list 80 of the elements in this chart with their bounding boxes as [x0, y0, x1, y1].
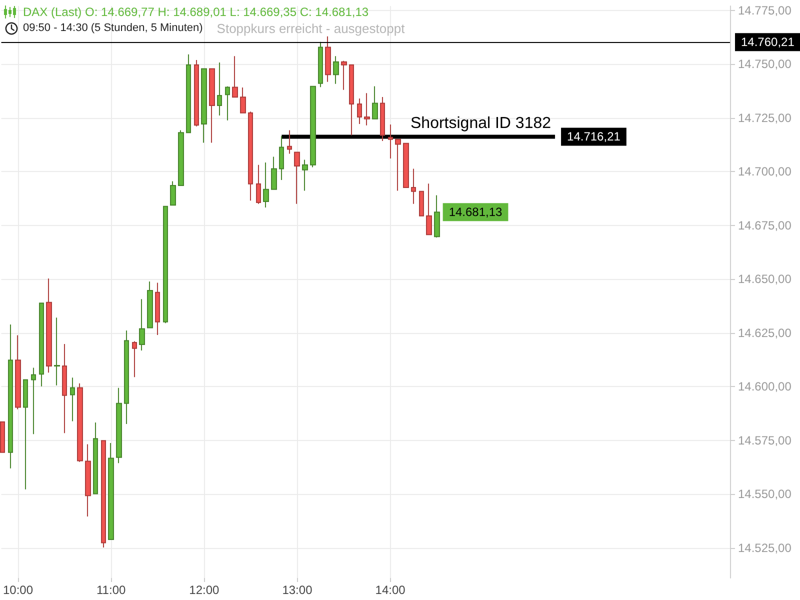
- chart-title: DAX (Last) O: 14.669,77 H: 14.689,01 L: 14.669,35 C: 14.681,13: [23, 5, 369, 19]
- candlestick: [116, 387, 122, 464]
- candlestick: [194, 59, 199, 127]
- candlestick: [310, 86, 316, 168]
- y-tick-label: 14.575,00: [738, 433, 792, 448]
- x-tick-label: 12:00: [189, 583, 220, 597]
- y-tick-label: 14.600,00: [738, 380, 792, 394]
- candlestick: [333, 56, 339, 84]
- y-tick-label: 14.725,00: [738, 110, 792, 125]
- candlestick: [302, 159, 308, 192]
- candlestick: [372, 86, 378, 120]
- candlestick: [294, 152, 300, 204]
- candlestick: [217, 62, 222, 116]
- candlestick: [186, 54, 191, 134]
- candlestick: [132, 340, 137, 378]
- y-tick-label: 14.775,00: [738, 3, 792, 18]
- ref-line-label: 14.760,21: [741, 35, 795, 50]
- candlestick: [271, 156, 277, 190]
- annotation: 14.681,13: [448, 205, 503, 220]
- candlestick: [147, 280, 153, 328]
- y-tick-label: 14.525,00: [738, 540, 792, 555]
- candlestick: [380, 96, 385, 142]
- candlestick: [209, 68, 215, 144]
- candlestick: [403, 142, 409, 188]
- candlestick: [139, 298, 145, 351]
- candlestick: [31, 367, 36, 435]
- candlestick: [77, 382, 83, 462]
- text: 09:50 - 14:30 (5 Stunden, 5 Minuten): [23, 22, 203, 34]
- candlestick: [318, 41, 323, 88]
- candlestick: [357, 98, 362, 125]
- candlestick: [287, 130, 292, 154]
- candlestick: [240, 87, 246, 114]
- candlestick: [155, 282, 160, 336]
- candlestick: [225, 86, 230, 121]
- x-tick-label: 10:00: [3, 583, 34, 597]
- candlestick: [411, 168, 416, 204]
- candlestick: [170, 180, 176, 206]
- candlestick: [46, 278, 52, 374]
- candlestick: [108, 442, 114, 540]
- candlestick: [124, 330, 129, 425]
- candlestick: [279, 136, 284, 180]
- x-tick-label: 11:00: [96, 583, 126, 597]
- candlestick: [248, 111, 253, 202]
- candlestick: [232, 56, 238, 98]
- annotation: 14.716,21: [567, 130, 621, 144]
- candlestick: [419, 190, 424, 216]
- candlestick: [62, 344, 67, 434]
- candlestick: [256, 164, 261, 204]
- candlestick: [23, 379, 28, 490]
- candlestick: [325, 36, 331, 82]
- y-tick-label: 14.625,00: [738, 326, 792, 340]
- candlestick: [263, 162, 269, 208]
- candlestick: [85, 444, 91, 517]
- candlestick: [364, 92, 370, 126]
- candlestick: [70, 377, 75, 422]
- y-tick-label: 14.700,00: [738, 164, 792, 179]
- candlestick: [15, 334, 21, 410]
- annotation: Stoppkurs erreicht - ausgestoppt: [216, 20, 405, 36]
- candlestick: [101, 440, 106, 548]
- candlestick: [8, 324, 13, 469]
- x-tick-label: 14:00: [375, 583, 406, 597]
- y-tick-label: 14.650,00: [738, 272, 792, 286]
- y-tick-label: 14.675,00: [738, 218, 792, 232]
- candlestick: [201, 68, 207, 144]
- candlestick: [426, 183, 432, 236]
- candlestick: [434, 194, 440, 238]
- candlestick: [54, 317, 60, 386]
- x-tick-label: 13:00: [282, 583, 313, 597]
- candlestick: [395, 138, 401, 192]
- candlestick: [349, 64, 354, 136]
- candlestick: [93, 422, 98, 494]
- candlestick: [39, 302, 44, 387]
- series-label: Shortsignal ID 3182: [410, 115, 552, 132]
- candlestick: [178, 130, 184, 186]
- y-tick-label: 14.750,00: [738, 57, 792, 72]
- y-tick-label: 14.550,00: [738, 487, 792, 502]
- candlestick: [388, 124, 393, 159]
- candlestick: [163, 206, 168, 324]
- candlestick: [341, 60, 347, 90]
- candlestick: [0, 421, 5, 453]
